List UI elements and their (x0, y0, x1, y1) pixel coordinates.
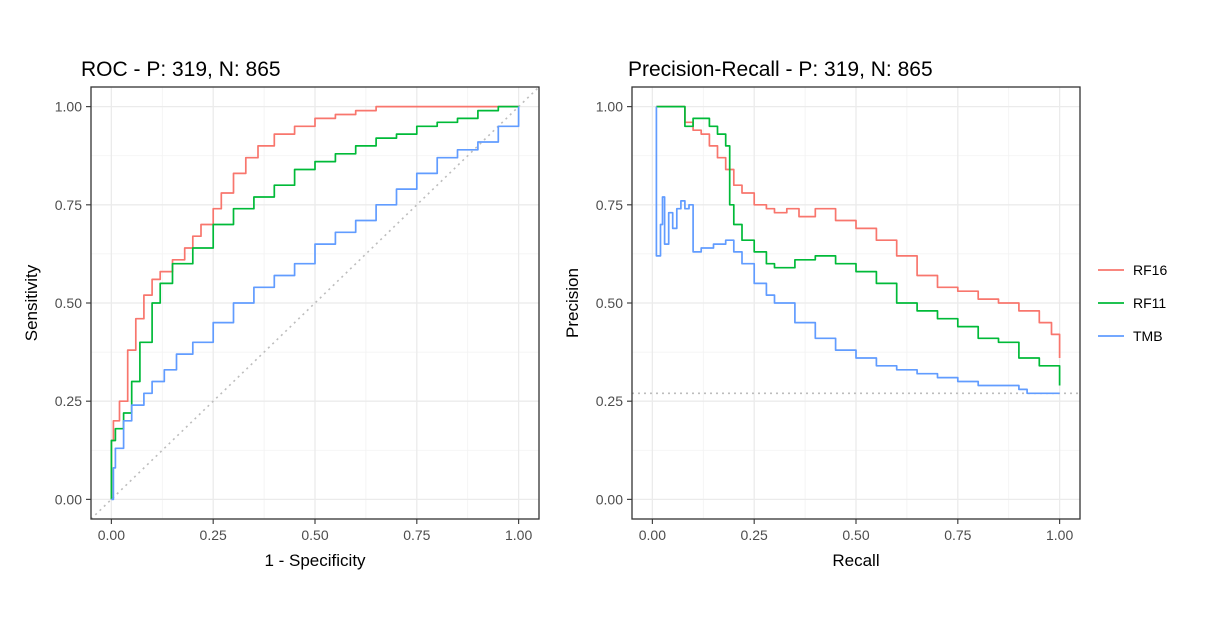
legend-label-rf16: RF16 (1133, 262, 1167, 278)
roc-title: ROC - P: 319, N: 865 (81, 58, 281, 81)
roc-x-tick-label: 0.00 (98, 527, 125, 543)
roc-y-tick-label: 1.00 (55, 99, 82, 115)
roc-series-rf16 (110, 105, 519, 500)
roc-x-tick-label: 1.00 (505, 527, 532, 543)
pr-y-tick-label: 0.25 (596, 393, 623, 409)
pr-panel: Precision-Recall - P: 319, N: 865 0.00 0.… (563, 58, 1081, 570)
legend-label-tmb: TMB (1133, 328, 1163, 344)
roc-x-axis-label: 1 - Specificity (264, 551, 366, 570)
roc-y-tick-label: 0.00 (55, 491, 82, 507)
roc-series-tmb (111, 106, 520, 501)
roc-series-rf11 (110, 105, 519, 500)
legend-label-rf11: RF11 (1133, 295, 1166, 311)
pr-x-tick-label: 0.75 (944, 527, 971, 543)
pr-y-tick-label: 0.75 (596, 197, 623, 213)
roc-y-tick-label: 0.25 (55, 393, 82, 409)
roc-panel: ROC - P: 319, N: 865 0.00 0.25 0.50 0.75 1.0… (22, 58, 540, 570)
roc-x-tick-label: 0.75 (403, 527, 430, 543)
pr-series-rf16 (656, 105, 1061, 358)
pr-series-tmb (655, 106, 1060, 395)
pr-x-tick-label: 0.50 (842, 527, 869, 543)
roc-y-tick-label: 0.75 (55, 197, 82, 213)
pr-y-tick-label: 0.00 (596, 491, 623, 507)
pr-x-axis-label: Recall (832, 551, 879, 570)
pr-x-tick-label: 1.00 (1046, 527, 1073, 543)
pr-series-rf11 (656, 105, 1061, 386)
roc-y-axis-label: Sensitivity (22, 264, 41, 341)
legend: RF16 RF11 TMB (1098, 262, 1167, 344)
roc-x-tick-label: 0.25 (200, 527, 227, 543)
pr-y-tick-label: 0.50 (596, 295, 623, 311)
roc-y-tick-label: 0.50 (55, 295, 82, 311)
pr-title: Precision-Recall - P: 319, N: 865 (628, 58, 933, 81)
pr-y-axis-label: Precision (563, 268, 582, 338)
pr-x-tick-label: 0.00 (639, 527, 666, 543)
roc-x-tick-label: 0.50 (301, 527, 328, 543)
pr-x-tick-label: 0.25 (741, 527, 768, 543)
roc-reference-line (90, 86, 540, 520)
pr-y-tick-label: 1.00 (596, 99, 623, 115)
